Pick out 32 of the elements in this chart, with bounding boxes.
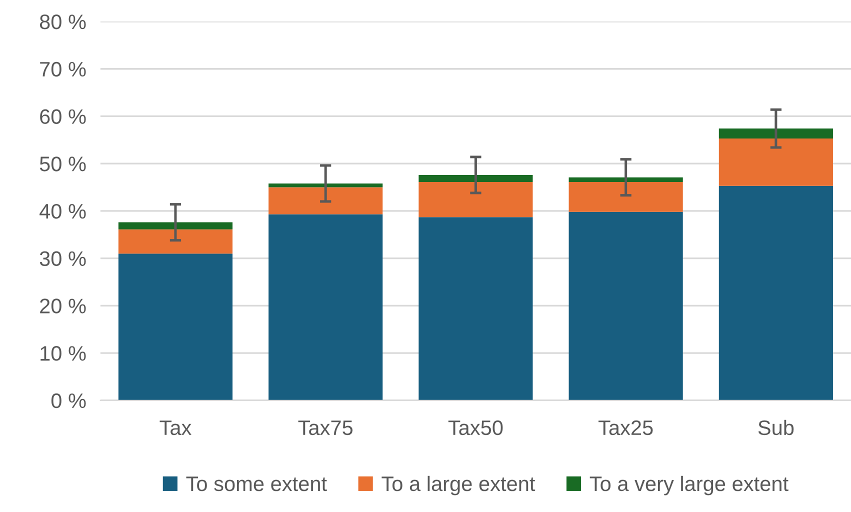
bar — [568, 182, 683, 212]
bar — [418, 182, 533, 218]
bar — [568, 212, 683, 400]
bar — [718, 128, 833, 138]
y-tick-label: 50 % — [40, 156, 86, 172]
x-tick-label: Sub — [758, 420, 794, 436]
legend-label: To a large extent — [382, 476, 536, 496]
legend-label: To some extent — [186, 476, 327, 492]
y-tick-label: 20 % — [40, 298, 86, 314]
bar — [268, 183, 383, 188]
bar — [718, 138, 833, 186]
bar — [118, 254, 233, 400]
y-tick-label: 10 % — [40, 346, 86, 361]
y-tick-label: 40 % — [40, 204, 86, 219]
legend-label: To a very large extent — [590, 476, 788, 496]
bar — [268, 187, 383, 214]
y-tick-label: 0 % — [51, 393, 86, 408]
x-tick-label: Tax75 — [298, 420, 353, 436]
y-tick-label: 80 % — [40, 14, 86, 30]
bar — [118, 229, 233, 254]
x-tick-label: Tax25 — [598, 420, 653, 436]
bar — [118, 222, 233, 230]
y-tick-label: 70 % — [40, 62, 86, 77]
y-tick-label: 30 % — [40, 251, 86, 266]
x-tick-label: Tax50 — [448, 420, 503, 436]
x-tick-label: Tax — [160, 420, 192, 436]
bar — [718, 186, 833, 400]
bar — [268, 214, 383, 400]
y-tick-label: 60 % — [40, 109, 86, 124]
bar — [568, 177, 683, 182]
bar — [418, 217, 533, 400]
bar — [418, 174, 533, 182]
